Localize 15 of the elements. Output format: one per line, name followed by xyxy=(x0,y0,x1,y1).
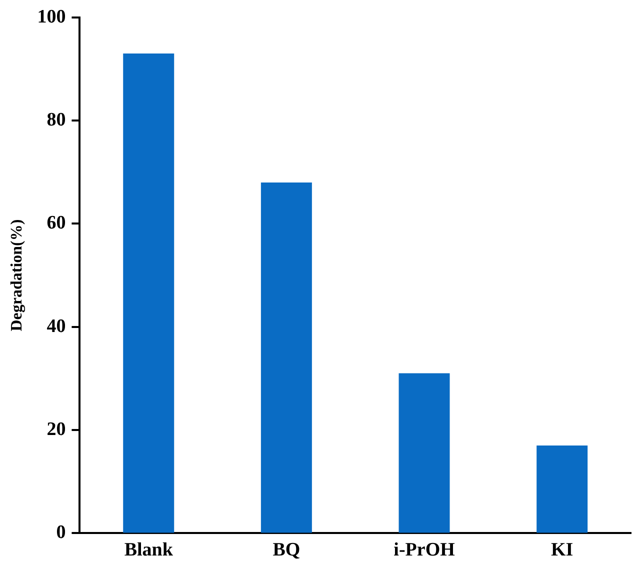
bar xyxy=(398,373,450,533)
x-tick-label: i-PrOH xyxy=(394,540,456,561)
bar xyxy=(260,182,312,533)
y-tick-label: 60 xyxy=(46,212,66,234)
bar xyxy=(536,446,588,533)
y-tick-label: 0 xyxy=(56,522,66,544)
y-tick-label: 80 xyxy=(46,109,66,130)
x-tick-label: Blank xyxy=(124,540,174,561)
bar xyxy=(123,54,174,533)
x-tick-label: KI xyxy=(550,540,574,561)
y-tick-label: 40 xyxy=(46,316,66,337)
y-tick-label: 20 xyxy=(46,418,66,440)
y-axis-title: Degradation(%) xyxy=(8,219,26,332)
y-tick-label: 100 xyxy=(37,6,66,28)
x-tick-label: BQ xyxy=(272,540,300,561)
